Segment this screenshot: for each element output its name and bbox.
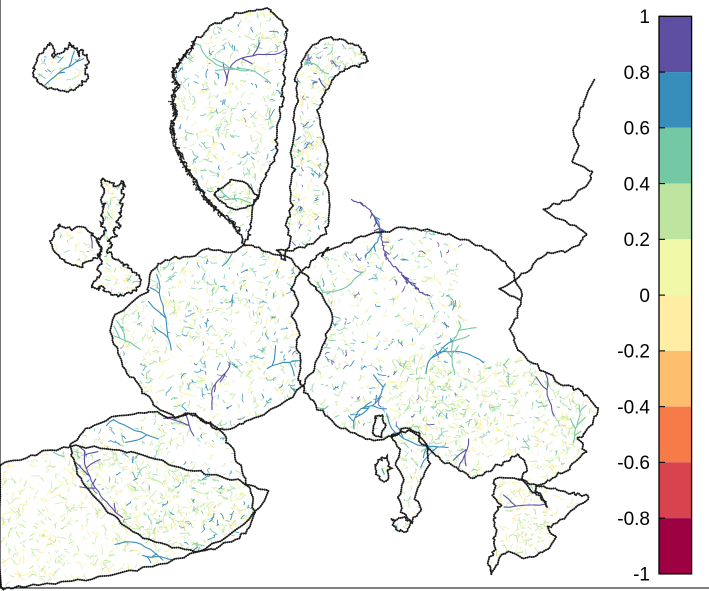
svg-text:0.8: 0.8	[624, 63, 650, 84]
svg-text:0.2: 0.2	[624, 230, 650, 251]
svg-text:0.6: 0.6	[624, 119, 650, 140]
svg-text:1: 1	[639, 7, 650, 28]
svg-text:-0.4: -0.4	[617, 397, 650, 418]
svg-text:-1: -1	[633, 565, 650, 586]
svg-text:-0.2: -0.2	[617, 342, 650, 363]
svg-text:-0.6: -0.6	[617, 453, 650, 474]
svg-text:-0.8: -0.8	[617, 509, 650, 530]
svg-text:0: 0	[639, 286, 650, 307]
svg-text:0.4: 0.4	[624, 174, 651, 195]
